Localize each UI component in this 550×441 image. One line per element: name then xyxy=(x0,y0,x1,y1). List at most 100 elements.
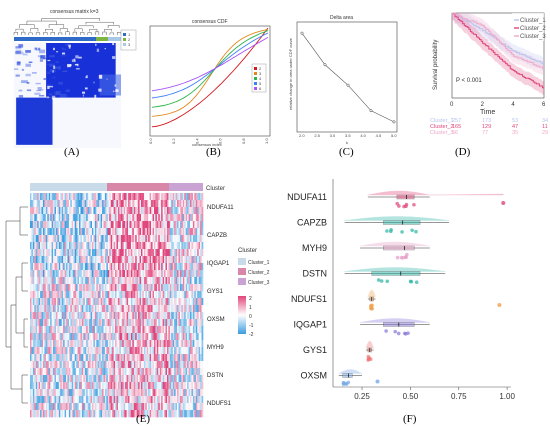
heatmap-cell xyxy=(31,207,34,215)
heatmap-cell xyxy=(135,410,137,418)
heatmap-cell xyxy=(58,270,61,278)
heatmap-cell xyxy=(35,368,38,376)
heatmap-cell xyxy=(86,361,88,369)
heatmap-cell xyxy=(138,242,140,250)
heatmap-cell xyxy=(74,347,77,355)
heatmap-cell xyxy=(190,354,192,362)
heatmap-cell xyxy=(32,368,35,376)
heatmap-cell xyxy=(132,333,135,341)
heatmap-cell xyxy=(79,375,81,383)
heatmap-cell xyxy=(179,200,182,208)
outlier-point xyxy=(497,303,502,307)
heatmap-cell xyxy=(91,389,94,397)
heatmap-cell xyxy=(138,263,140,271)
heatmap-cell xyxy=(94,235,97,243)
heatmap-cell xyxy=(141,200,143,208)
heatmap-cell xyxy=(152,242,155,250)
heatmap-cell xyxy=(179,214,182,222)
heatmap-cell xyxy=(156,235,159,243)
heatmap-cell xyxy=(104,214,107,222)
heatmap-cell xyxy=(86,214,88,222)
heatmap-cell xyxy=(177,326,179,334)
heatmap-cell xyxy=(184,277,186,285)
heatmap-cell xyxy=(54,242,57,250)
heatmap-cell xyxy=(123,228,126,236)
heatmap-cell xyxy=(31,277,34,285)
heatmap-cell xyxy=(120,375,123,383)
heatmap-cell xyxy=(63,200,65,208)
heatmap-cell xyxy=(73,193,75,201)
heatmap-cell xyxy=(162,312,165,320)
heatmap-cell xyxy=(156,291,159,299)
heatmap-cell xyxy=(53,319,55,327)
heatmap-cell xyxy=(76,347,78,355)
heatmap-cell xyxy=(153,221,156,229)
scale-tick-label: -1 xyxy=(249,323,254,329)
heatmap-cell xyxy=(169,193,172,201)
heatmap-cell xyxy=(132,263,135,271)
heatmap-cell xyxy=(83,235,86,243)
heatmap-cell xyxy=(112,200,114,208)
heatmap-cell xyxy=(96,298,99,306)
heatmap-cell xyxy=(168,263,171,271)
heatmap-cell xyxy=(55,256,58,264)
heatmap-cell xyxy=(77,200,80,208)
heatmap-cell xyxy=(159,207,162,215)
heatmap-cell xyxy=(161,368,163,376)
heatmap-cell xyxy=(178,368,181,376)
heatmap-cell xyxy=(74,312,77,320)
heatmap-cell xyxy=(63,256,65,264)
heatmap-cell xyxy=(77,298,80,306)
heatmap-cell xyxy=(136,368,139,376)
heatmap-cell xyxy=(201,291,204,299)
legend-swatch xyxy=(254,72,257,75)
heatmap-cell xyxy=(184,326,186,334)
heatmap-cell xyxy=(112,242,114,250)
heatmap-cell xyxy=(31,340,34,348)
heatmap-cell xyxy=(31,368,34,376)
heatmap-cell xyxy=(142,221,145,229)
heatmap-cell xyxy=(122,403,125,411)
heatmap-cell xyxy=(190,291,192,299)
heatmap-cell xyxy=(64,270,67,278)
heatmap-cell xyxy=(102,242,104,250)
heatmap-cell xyxy=(143,235,146,243)
heatmap-cell xyxy=(74,375,77,383)
heatmap-cell xyxy=(38,333,41,341)
heatmap-cell xyxy=(41,410,44,418)
heatmap-cell xyxy=(60,361,63,369)
heatmap-cell xyxy=(106,235,109,243)
heatmap-cell xyxy=(133,319,136,327)
heatmap-cell xyxy=(129,312,132,320)
consensus-cell xyxy=(43,78,47,80)
heatmap-cell xyxy=(41,242,44,250)
heatmap-cell xyxy=(42,221,45,229)
heatmap-cell xyxy=(139,228,142,236)
heatmap-cell xyxy=(86,207,88,215)
heatmap-cell xyxy=(103,396,106,404)
heatmap-cell xyxy=(136,361,139,369)
heatmap-cell xyxy=(164,312,166,320)
heatmap-cell xyxy=(110,319,113,327)
heatmap-cell xyxy=(42,333,45,341)
heatmap-cell xyxy=(164,270,166,278)
heatmap-cell xyxy=(54,249,57,257)
heatmap-cell xyxy=(181,375,184,383)
heatmap-cell xyxy=(97,396,100,404)
heatmap-cell xyxy=(129,340,132,348)
heatmap-cell xyxy=(195,207,198,215)
heatmap-cell xyxy=(177,340,179,348)
heatmap-cell xyxy=(171,312,174,320)
heatmap-cell xyxy=(158,389,161,397)
heatmap-cell xyxy=(159,340,162,348)
heatmap-cell xyxy=(94,410,97,418)
consensus-cell xyxy=(112,43,115,46)
dendrogram-branch xyxy=(19,24,35,28)
heatmap-cell xyxy=(68,235,71,243)
heatmap-cell xyxy=(94,382,97,390)
heatmap-cell xyxy=(187,235,189,243)
heatmap-cell xyxy=(35,319,38,327)
heatmap-cell xyxy=(87,326,90,334)
heatmap-cell xyxy=(156,277,159,285)
heatmap-cell xyxy=(192,410,195,418)
